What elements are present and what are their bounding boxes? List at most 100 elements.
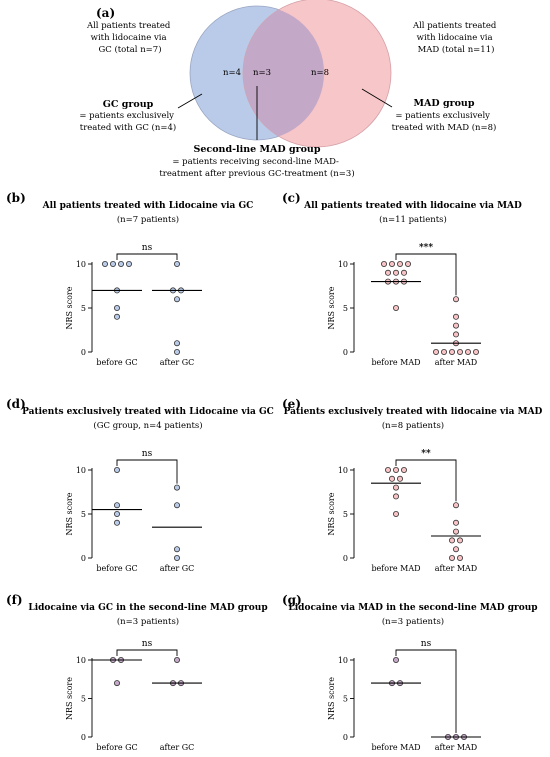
x-tick-label: before GC [96, 358, 137, 367]
venn-left-label: All patients treated with lidocaine via … [86, 21, 173, 55]
y-axis-label: NRS score [327, 492, 336, 535]
data-point [452, 519, 459, 526]
data-point [173, 484, 180, 491]
data-point [173, 502, 180, 509]
panel-title: Patients exclusively treated with lidoca… [284, 407, 543, 417]
y-tick-label: 10 [338, 656, 348, 665]
data-point [114, 502, 121, 509]
mad-group-title: MAD group [414, 98, 475, 109]
panel-letter: (d) [6, 397, 26, 411]
data-point [448, 555, 455, 562]
panel-e: (e)Patients exclusively treated with lid… [282, 397, 543, 573]
significance-label: ns [142, 639, 153, 649]
data-point [392, 466, 399, 473]
mad-group-pointer [361, 88, 393, 108]
data-point [126, 260, 133, 267]
significance-bracket [116, 649, 178, 656]
panel-subtitle: (n=3 patients) [382, 616, 444, 627]
y-tick-label: 10 [338, 466, 348, 475]
y-tick-label: 0 [343, 554, 348, 563]
data-point [400, 466, 407, 473]
panel-letter: (c) [282, 191, 301, 205]
y-axis-label: NRS score [327, 286, 336, 329]
y-tick-label: 0 [81, 348, 86, 357]
data-point [452, 546, 459, 553]
x-tick-label: after MAD [435, 743, 477, 752]
second-line-title: Second-line MAD group [194, 144, 321, 155]
data-point [173, 348, 180, 355]
gc-group-pointer [177, 93, 203, 109]
data-point [456, 537, 463, 544]
x-tick-label: after MAD [435, 564, 477, 573]
data-point [396, 260, 403, 267]
panel-f: (f) Lidocaine via GC in the second-line M… [6, 593, 268, 752]
data-point [388, 260, 395, 267]
significance-bracket [395, 459, 457, 502]
data-point [118, 260, 125, 267]
significance-label: ns [142, 449, 153, 459]
data-point [456, 555, 463, 562]
data-point [404, 260, 411, 267]
significance-label: ** [421, 449, 431, 459]
venn-diagram: (a) All patients treated with lidocaine … [79, 0, 497, 179]
y-axis-label: NRS score [65, 677, 74, 720]
y-tick-label: 10 [76, 656, 86, 665]
significance-bracket [395, 253, 457, 296]
data-point [102, 260, 109, 267]
data-point [173, 296, 180, 303]
y-tick-label: 0 [81, 733, 86, 742]
x-tick-label: after MAD [435, 358, 477, 367]
y-tick-label: 5 [343, 695, 348, 704]
y-axis-label: NRS score [65, 492, 74, 535]
venn-gc-only-count: n=4 [223, 68, 241, 78]
y-axis-label: NRS score [65, 286, 74, 329]
x-tick-label: before MAD [371, 564, 420, 573]
x-tick-label: before GC [96, 743, 137, 752]
data-point [396, 475, 403, 482]
panel-d: (d)Patients exclusively treated with Lid… [6, 397, 274, 573]
x-tick-label: before MAD [371, 358, 420, 367]
data-point [392, 304, 399, 311]
gc-group-title: GC group [103, 99, 154, 110]
data-point [384, 466, 391, 473]
panel-subtitle: (n=11 patients) [379, 214, 447, 225]
data-point [452, 528, 459, 535]
y-tick-label: 5 [343, 510, 348, 519]
panel-title: All patients treated with lidocaine via … [303, 201, 522, 211]
data-point [452, 502, 459, 509]
y-tick-label: 5 [81, 695, 86, 704]
venn-overlap-count: n=3 [253, 68, 271, 78]
data-point [400, 269, 407, 276]
data-point [173, 657, 180, 664]
x-tick-label: after GC [160, 743, 195, 752]
panel-title: Lidocaine via GC in the second-line MAD … [28, 603, 267, 613]
panel-letter: (f) [6, 593, 23, 607]
y-tick-label: 5 [81, 510, 86, 519]
data-point [392, 269, 399, 276]
significance-bracket [395, 649, 457, 733]
panel-c: (c)All patients treated with lidocaine v… [282, 191, 522, 367]
data-point [114, 313, 121, 320]
data-point [110, 260, 117, 267]
panel-letter: (e) [282, 397, 301, 411]
venn-overlap-region [243, 6, 324, 140]
data-point [452, 331, 459, 338]
data-point [440, 348, 447, 355]
data-point [388, 475, 395, 482]
data-point [432, 348, 439, 355]
y-tick-label: 0 [343, 348, 348, 357]
panel-b: (b) All patients treated with Lidocaine v… [6, 191, 253, 367]
panel-subtitle: (GC group, n=4 patients) [93, 420, 202, 431]
data-point [448, 537, 455, 544]
x-tick-label: before MAD [371, 743, 420, 752]
significance-label: ns [142, 243, 153, 253]
y-tick-label: 0 [81, 554, 86, 563]
data-point [114, 466, 121, 473]
data-point [380, 260, 387, 267]
venn-panel-letter: (a) [96, 6, 115, 20]
mad-group-desc: = patients exclusively treated with MAD … [392, 111, 497, 133]
data-point [464, 348, 471, 355]
data-point [392, 657, 399, 664]
x-tick-label: after GC [160, 358, 195, 367]
